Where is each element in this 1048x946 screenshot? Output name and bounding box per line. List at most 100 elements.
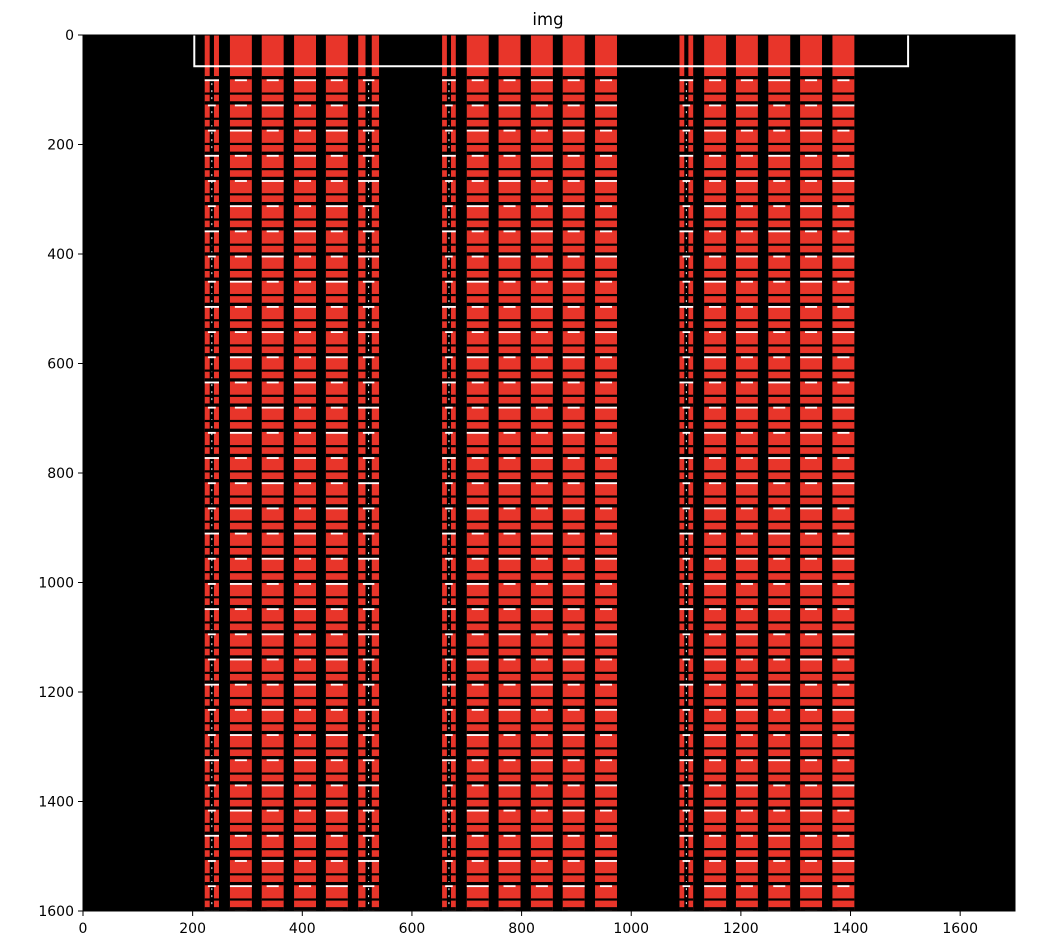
- row-stripe: [773, 255, 786, 258]
- row-gap: [261, 268, 284, 271]
- row-gap: [704, 520, 727, 523]
- row-gap: [498, 545, 521, 549]
- row-stripe: [261, 255, 284, 258]
- row-gap: [229, 848, 252, 851]
- row-stripe: [599, 885, 613, 888]
- row-gap: [704, 243, 727, 246]
- row-stripe: [503, 457, 516, 459]
- row-stripe: [562, 583, 585, 585]
- row-stripe: [773, 809, 786, 812]
- row-stripe: [294, 79, 316, 82]
- row-stripe: [362, 532, 375, 535]
- row-stripe: [325, 583, 348, 585]
- row-gap: [704, 252, 727, 256]
- row-stripe: [362, 356, 375, 359]
- row-stripe: [204, 154, 219, 157]
- row-stripe: [445, 557, 453, 560]
- y-tick-label: 400: [47, 247, 74, 263]
- row-gap: [595, 201, 617, 206]
- row-gap: [325, 218, 348, 221]
- row-gap: [294, 319, 316, 322]
- row-gap: [768, 705, 791, 709]
- row-gap: [442, 419, 456, 423]
- row-stripe: [234, 381, 247, 384]
- row-gap: [294, 797, 316, 800]
- row-gap: [442, 806, 456, 810]
- row-gap: [466, 520, 489, 523]
- row-gap: [832, 201, 855, 206]
- row-gap: [466, 730, 489, 735]
- row-stripe: [800, 583, 823, 585]
- row-stripe: [358, 860, 380, 862]
- row-stripe: [503, 507, 516, 510]
- row-stripe: [299, 809, 312, 812]
- row-gap: [530, 201, 553, 206]
- row-gap: [595, 353, 617, 357]
- row-gap: [704, 428, 727, 432]
- row-gap: [704, 293, 727, 297]
- row-gap: [294, 151, 316, 155]
- row-stripe: [837, 457, 850, 459]
- row-gap: [704, 201, 727, 206]
- row-stripe: [800, 507, 823, 510]
- row-stripe: [503, 532, 516, 535]
- row-gap: [229, 302, 252, 307]
- row-stripe: [599, 381, 613, 384]
- row-gap: [229, 881, 252, 886]
- row-stripe: [294, 834, 316, 837]
- row-gap: [442, 428, 456, 432]
- row-gap: [768, 403, 791, 407]
- row-gap: [595, 101, 617, 105]
- x-tick-label: 0: [79, 921, 88, 937]
- row-stripe: [445, 784, 453, 787]
- row-gap: [768, 924, 790, 926]
- row-stripe: [445, 708, 453, 711]
- row-gap: [679, 722, 694, 725]
- row-gap: [294, 705, 316, 709]
- row-gap: [562, 126, 585, 130]
- row-stripe: [535, 482, 548, 485]
- row-stripe: [466, 129, 489, 132]
- row-gap: [466, 881, 489, 886]
- row-gap: [768, 277, 791, 281]
- row-gap: [229, 554, 252, 558]
- row-stripe: [362, 507, 375, 510]
- row-stripe: [679, 381, 694, 384]
- row-gap: [735, 168, 758, 171]
- row-gap: [229, 92, 252, 95]
- row-gap: [294, 76, 316, 80]
- row-gap: [466, 101, 489, 105]
- row-gap: [679, 545, 694, 549]
- row-stripe: [503, 683, 516, 686]
- row-gap: [704, 621, 727, 624]
- row-stripe: [599, 129, 613, 132]
- row-gap: [768, 797, 791, 800]
- row-gap: [832, 596, 855, 599]
- row-stripe: [207, 507, 216, 510]
- row-gap: [530, 554, 553, 558]
- row-gap: [595, 756, 617, 760]
- row-gap: [325, 797, 348, 800]
- row-gap: [466, 621, 489, 624]
- row-gap: [679, 873, 694, 876]
- row-gap: [466, 243, 489, 246]
- row-gap: [498, 856, 521, 861]
- row-gap: [294, 176, 316, 181]
- row-gap: [358, 453, 380, 458]
- row-stripe: [599, 608, 613, 611]
- row-gap: [704, 76, 727, 80]
- row-gap: [562, 756, 585, 760]
- row-stripe: [599, 205, 613, 208]
- row-stripe: [535, 507, 548, 510]
- row-gap: [562, 873, 585, 876]
- row-gap: [229, 252, 252, 256]
- column-split: [446, 35, 452, 911]
- row-stripe: [709, 608, 722, 611]
- row-stripe: [800, 734, 823, 736]
- row-gap: [704, 696, 727, 700]
- row-gap: [768, 604, 791, 609]
- row-gap: [562, 848, 585, 851]
- row-stripe: [773, 406, 786, 409]
- row-gap: [204, 529, 219, 533]
- row-gap: [442, 101, 456, 105]
